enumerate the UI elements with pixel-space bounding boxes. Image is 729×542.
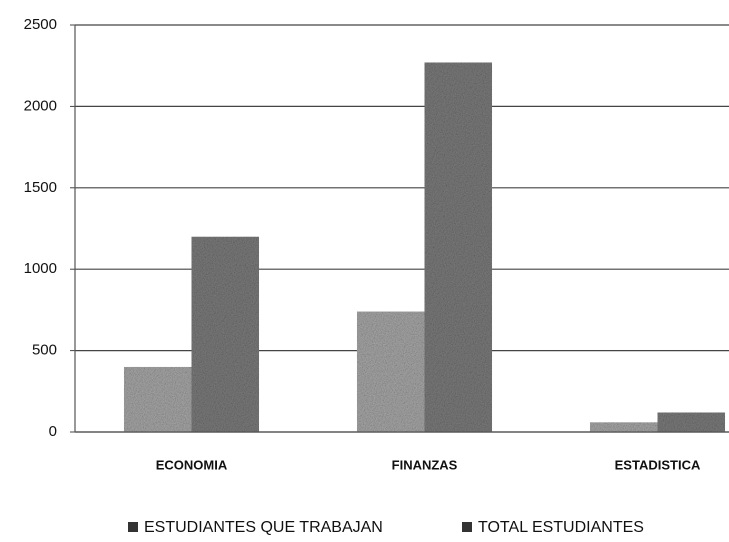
- y-tick-label: 500: [32, 342, 57, 359]
- legend-swatch: [128, 522, 138, 532]
- y-tick-label: 0: [49, 423, 57, 440]
- x-tick-label: ECONOMIA: [156, 457, 228, 472]
- legend-label: ESTUDIANTES QUE TRABAJAN: [144, 519, 383, 536]
- bar: [424, 62, 493, 432]
- legend-label: TOTAL ESTUDIANTES: [478, 519, 644, 536]
- bar: [123, 366, 192, 432]
- y-tick-label: 2000: [24, 97, 57, 114]
- y-tick-label: 1500: [24, 179, 57, 196]
- x-tick-label: ESTADISTICA: [615, 457, 701, 472]
- bar: [191, 236, 260, 432]
- legend-swatch: [462, 522, 472, 532]
- bar: [589, 422, 658, 432]
- x-tick-label: FINANZAS: [392, 457, 458, 472]
- y-tick-label: 1000: [24, 260, 57, 277]
- bar: [657, 412, 726, 432]
- y-tick-label: 2500: [24, 16, 57, 33]
- bar: [356, 311, 425, 432]
